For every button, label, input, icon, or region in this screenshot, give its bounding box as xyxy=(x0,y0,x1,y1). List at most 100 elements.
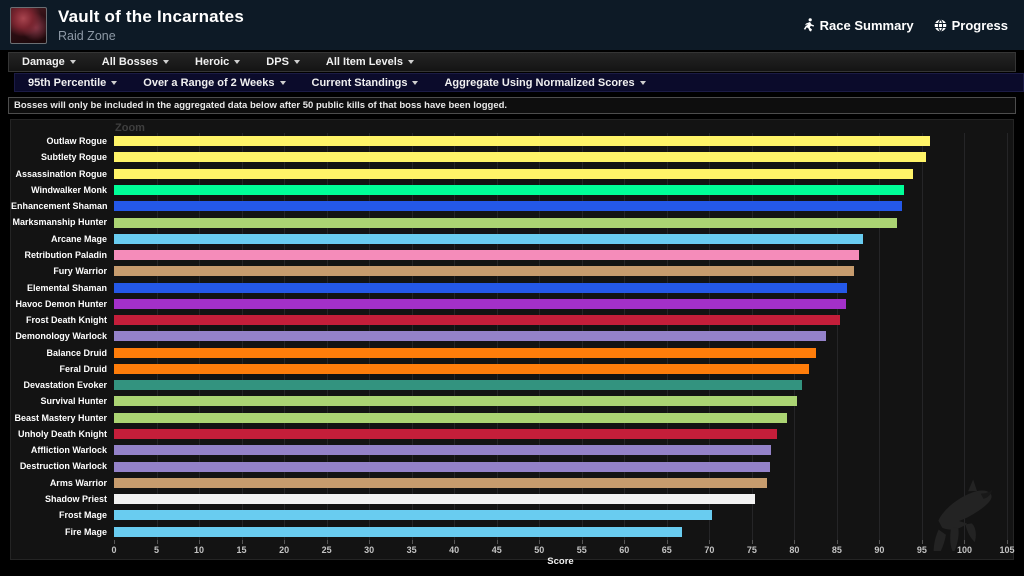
tick-mark xyxy=(326,540,328,544)
category-label[interactable]: Balance Druid xyxy=(46,347,107,358)
progress-link[interactable]: Progress xyxy=(934,18,1008,33)
menu-standings[interactable]: Current Standings xyxy=(299,74,432,91)
primary-menubar: Damage All Bosses Heroic DPS All Item Le… xyxy=(8,52,1016,72)
category-label[interactable]: Destruction Warlock xyxy=(19,461,107,472)
category-label[interactable]: Affliction Warlock xyxy=(30,445,107,456)
category-label[interactable]: Survival Hunter xyxy=(40,396,107,407)
menu-item-levels[interactable]: All Item Levels xyxy=(313,53,427,71)
bar[interactable] xyxy=(114,526,683,537)
tick-label: 70 xyxy=(704,545,715,555)
bar[interactable] xyxy=(114,396,797,407)
category-label[interactable]: Devastation Evoker xyxy=(23,380,107,391)
tick-label: 90 xyxy=(874,545,885,555)
bar[interactable] xyxy=(114,477,768,488)
bar[interactable] xyxy=(114,510,712,521)
tick-mark xyxy=(836,540,838,544)
category-label[interactable]: Beast Mastery Hunter xyxy=(14,412,107,423)
menu-percentile[interactable]: 95th Percentile xyxy=(15,74,130,91)
category-label[interactable]: Fire Mage xyxy=(64,526,107,537)
bar[interactable] xyxy=(114,233,864,244)
category-label[interactable]: Outlaw Rogue xyxy=(46,136,108,147)
header: Vault of the Incarnates Raid Zone Race S… xyxy=(0,0,1024,50)
bar[interactable] xyxy=(114,363,809,374)
bar[interactable] xyxy=(114,250,860,261)
menu-damage[interactable]: Damage xyxy=(9,53,89,71)
bar[interactable] xyxy=(114,461,770,472)
chart-row: Devastation Evoker xyxy=(11,377,1007,393)
gridline xyxy=(836,133,838,540)
category-label[interactable]: Windwalker Monk xyxy=(31,184,107,195)
category-label[interactable]: Feral Druid xyxy=(59,363,107,374)
bar[interactable] xyxy=(114,298,847,309)
bar-track xyxy=(114,247,1007,263)
bar-track xyxy=(114,149,1007,165)
menu-all-bosses[interactable]: All Bosses xyxy=(89,53,182,71)
tick-mark xyxy=(709,540,711,544)
tick-label: 55 xyxy=(576,545,587,555)
bar[interactable] xyxy=(114,168,913,179)
tick-label: 105 xyxy=(999,545,1015,555)
tick-mark xyxy=(199,540,201,544)
secondary-menubar: 95th Percentile Over a Range of 2 Weeks … xyxy=(14,73,1024,92)
menu-aggregation[interactable]: Aggregate Using Normalized Scores xyxy=(431,74,658,91)
bar[interactable] xyxy=(114,266,854,277)
category-label[interactable]: Unholy Death Knight xyxy=(18,428,107,439)
category-label[interactable]: Elemental Shaman xyxy=(26,282,107,293)
globe-icon xyxy=(934,18,946,32)
bar[interactable] xyxy=(114,347,817,358)
chart-row: Unholy Death Knight xyxy=(11,426,1007,442)
category-label[interactable]: Retribution Paladin xyxy=(24,249,107,260)
category-label[interactable]: Enhancement Shaman xyxy=(11,201,108,212)
bar[interactable] xyxy=(114,331,826,342)
bar[interactable] xyxy=(114,494,756,505)
bar-track xyxy=(114,166,1007,182)
bar-track xyxy=(114,263,1007,279)
category-label[interactable]: Subtlety Rogue xyxy=(40,152,107,163)
bar-track xyxy=(114,312,1007,328)
category-label[interactable]: Frost Death Knight xyxy=(26,315,107,326)
gridline xyxy=(879,133,881,540)
bar[interactable] xyxy=(114,445,772,456)
bar[interactable] xyxy=(114,201,902,212)
chart-row: Elemental Shaman xyxy=(11,279,1007,295)
chart-row: Havoc Demon Hunter xyxy=(11,296,1007,312)
chart-row: Shadow Priest xyxy=(11,491,1007,507)
tick-label: 20 xyxy=(279,545,290,555)
zoom-hint-label: Zoom xyxy=(115,122,145,134)
chart-row: Enhancement Shaman xyxy=(11,198,1007,214)
menu-difficulty[interactable]: Heroic xyxy=(182,53,253,71)
caret-down-icon xyxy=(639,80,646,85)
tick-label: 50 xyxy=(534,545,545,555)
bar[interactable] xyxy=(114,282,848,293)
caret-down-icon xyxy=(279,80,286,85)
bar[interactable] xyxy=(114,217,898,228)
category-label[interactable]: Marksmanship Hunter xyxy=(12,217,107,228)
bar[interactable] xyxy=(114,428,777,439)
menu-metric[interactable]: DPS xyxy=(253,53,313,71)
category-label[interactable]: Fury Warrior xyxy=(53,266,107,277)
category-label[interactable]: Havoc Demon Hunter xyxy=(15,298,107,309)
bar[interactable] xyxy=(114,412,787,423)
bar[interactable] xyxy=(114,380,803,391)
category-label[interactable]: Arms Warrior xyxy=(49,477,107,488)
category-label[interactable]: Arcane Mage xyxy=(50,233,107,244)
race-summary-link[interactable]: Race Summary xyxy=(803,18,914,33)
bar-track xyxy=(114,458,1007,474)
tick-label: 40 xyxy=(449,545,460,555)
chart-row: Affliction Warlock xyxy=(11,442,1007,458)
category-label[interactable]: Demonology Warlock xyxy=(15,331,107,342)
category-label[interactable]: Frost Mage xyxy=(58,510,107,521)
progress-label: Progress xyxy=(951,17,1008,33)
bar[interactable] xyxy=(114,184,905,195)
bar-track xyxy=(114,231,1007,247)
category-label[interactable]: Shadow Priest xyxy=(44,493,107,504)
bar[interactable] xyxy=(114,315,841,326)
tick-label: 15 xyxy=(236,545,247,555)
menu-time-range[interactable]: Over a Range of 2 Weeks xyxy=(130,74,298,91)
gridline xyxy=(964,133,966,540)
category-label[interactable]: Assassination Rogue xyxy=(15,168,107,179)
chart-row: Destruction Warlock xyxy=(11,458,1007,474)
bar[interactable] xyxy=(114,152,927,163)
bar[interactable] xyxy=(114,136,930,147)
notice-bar: Bosses will only be included in the aggr… xyxy=(8,97,1016,114)
